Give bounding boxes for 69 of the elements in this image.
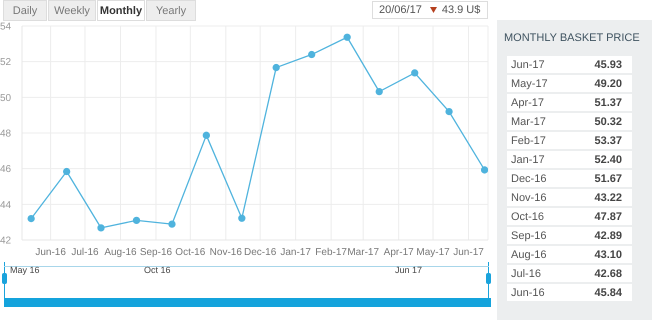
text: Jun-17: [511, 58, 545, 70]
x-tick-label: Mar-17: [347, 247, 380, 258]
x-tick-label: Jun-17: [453, 247, 484, 258]
point: [97, 224, 105, 232]
text: 42.89: [594, 230, 622, 242]
text: Daily: [3, 0, 47, 21]
x-tick-label: Jan-17: [280, 247, 312, 258]
point: [445, 108, 453, 116]
text: Mar-17: [511, 116, 546, 128]
point: [132, 216, 140, 224]
text: 43.22: [594, 192, 622, 204]
text: 49.20: [594, 78, 622, 90]
text: May-17: [511, 78, 548, 90]
x-tick-label: Feb-17: [315, 247, 348, 258]
text: Oct 16: [144, 265, 171, 275]
text: 51.37: [594, 96, 622, 108]
text: Jul-16: [511, 268, 541, 280]
y-tick-label: 42: [0, 236, 12, 247]
text: Yearly: [146, 0, 196, 21]
y-tick-label: 52: [0, 57, 12, 68]
point: [308, 50, 316, 58]
text: Feb-17: [511, 134, 546, 146]
point: [168, 220, 176, 228]
y-tick-label: 44: [0, 200, 12, 211]
text: May 16: [10, 265, 40, 275]
point: [63, 168, 70, 176]
x-tick-label: Dec-16: [244, 247, 277, 258]
x-tick-label: Sep-16: [140, 247, 173, 258]
x-tick-label: Jul-16: [71, 247, 100, 258]
x-tick-label: May-17: [416, 247, 450, 258]
text: Jun-16: [511, 286, 545, 298]
text: 53.37: [594, 134, 622, 146]
x-tick-label: Oct-16: [175, 247, 206, 258]
text: Apr-17: [511, 96, 544, 108]
text: Jun 17: [395, 265, 422, 275]
point: [480, 166, 488, 174]
x-tick-label: Aug-16: [104, 247, 138, 258]
point: [202, 132, 210, 139]
y-tick-label: 50: [0, 92, 12, 104]
point: [272, 64, 280, 72]
text: 42.68: [594, 268, 622, 280]
text: Weekly: [48, 0, 96, 21]
text: 43.9 U$: [442, 4, 480, 16]
text: 50.32: [594, 116, 622, 128]
y-tick-label: 54: [0, 22, 12, 33]
text: Sep-16: [511, 230, 546, 242]
text: 52.40: [594, 154, 622, 166]
text: Monthly: [97, 0, 145, 21]
x-tick-label: Nov-16: [210, 247, 242, 258]
text: 51.67: [594, 172, 622, 184]
text: MONTHLY BASKET PRICE: [504, 32, 640, 44]
point: [344, 34, 351, 41]
y-tick-label: 46: [0, 164, 12, 176]
text: 45.84: [594, 286, 622, 298]
text: Jan-17: [511, 154, 545, 166]
point: [238, 214, 246, 222]
x-tick-label: Jun-16: [35, 247, 66, 258]
point: [411, 69, 418, 77]
text: Oct-16: [511, 210, 544, 222]
text: 20/06/17: [379, 4, 422, 16]
text: 47.87: [594, 210, 622, 222]
text: 45.93: [594, 58, 622, 70]
point: [376, 88, 383, 96]
text: 43.10: [594, 248, 622, 260]
text: Nov-16: [511, 192, 546, 204]
x-tick-label: Apr-17: [384, 247, 414, 258]
text: Dec-16: [511, 172, 546, 184]
point: [28, 214, 35, 222]
y-tick-label: 48: [0, 128, 12, 140]
